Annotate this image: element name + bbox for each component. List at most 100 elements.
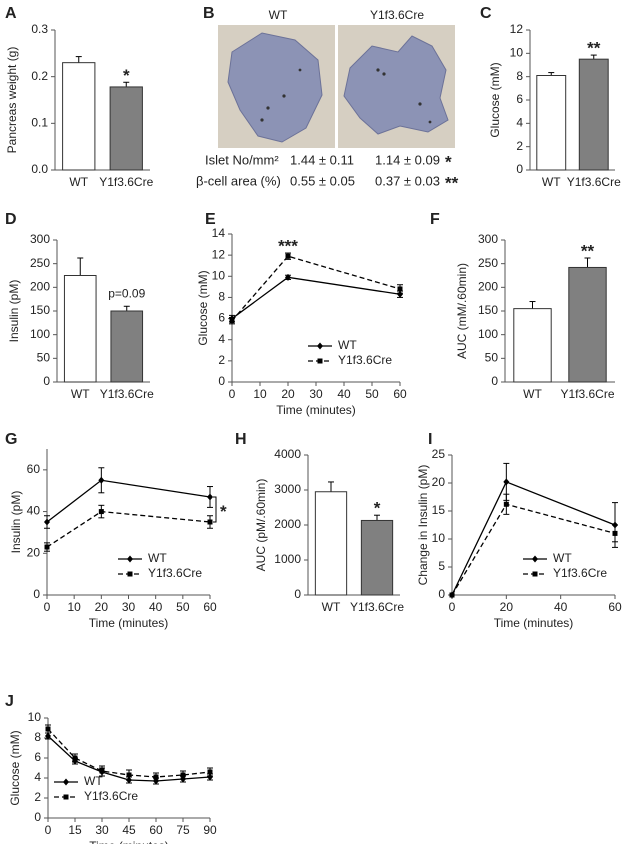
y-tick-label: 0 [294, 587, 301, 601]
marker [45, 726, 51, 732]
x-tick-label: Y1f3.6Cre [99, 175, 153, 189]
histology-image [218, 25, 335, 148]
x-tick-label: 10 [67, 600, 81, 614]
legend-marker [63, 794, 69, 800]
series-line [46, 510, 211, 548]
y-tick-label: 0 [34, 810, 41, 824]
y-tick-label: 100 [30, 327, 50, 341]
panel-label: C [480, 5, 492, 22]
marker [449, 592, 455, 598]
significance: * [445, 152, 452, 171]
cell: 1.14 ± 0.09 [375, 152, 440, 167]
marker [207, 769, 213, 775]
image-title: WT [269, 8, 288, 22]
bar [62, 62, 96, 171]
y-tick-label: 2 [34, 790, 41, 804]
y-axis-label: Pancreas weight (g) [5, 47, 19, 154]
bracket [213, 496, 217, 523]
panel-label: A [5, 5, 17, 22]
y-tick-label: 5 [438, 559, 445, 573]
legend-label: Y1f3.6Cre [148, 566, 202, 580]
marker [503, 501, 509, 507]
panel-label: E [205, 211, 216, 228]
legend-marker [532, 571, 538, 577]
x-tick-label: 40 [149, 600, 163, 614]
x-tick-label: 20 [95, 600, 109, 614]
bar [513, 308, 552, 383]
x-tick-label: WT [523, 387, 542, 401]
panel-label: F [430, 211, 440, 228]
marker [153, 774, 159, 780]
y-axis-label: Glucose (mM) [8, 730, 22, 805]
bar [109, 86, 143, 171]
series-line [231, 255, 401, 322]
y-tick-label: 250 [30, 256, 50, 270]
series-line [46, 479, 211, 523]
y-tick-label: 200 [478, 280, 498, 294]
marker [207, 493, 213, 501]
x-tick-label: WT [69, 175, 88, 189]
annotation: ** [587, 39, 601, 58]
marker [45, 732, 51, 740]
x-tick-label: 10 [253, 387, 267, 401]
x-tick-label: 50 [176, 600, 190, 614]
histology-image [338, 25, 455, 148]
marker [229, 318, 235, 324]
x-tick-label: 75 [176, 823, 190, 837]
series-line [231, 276, 401, 320]
x-tick-label: 40 [337, 387, 351, 401]
y-tick-label: 4 [516, 116, 523, 130]
x-tick-label: 0 [44, 600, 51, 614]
marker [98, 476, 105, 484]
y-tick-label: 50 [485, 351, 499, 365]
y-tick-label: 10 [432, 531, 446, 545]
row-label: β-cell area (%) [196, 173, 281, 188]
x-tick-label: Y1f3.6Cre [350, 600, 404, 614]
y-tick-label: 6 [34, 750, 41, 764]
y-tick-label: 4 [34, 770, 41, 784]
x-tick-label: 60 [393, 387, 407, 401]
y-tick-label: 4000 [274, 447, 301, 461]
y-tick-label: 150 [30, 303, 50, 317]
marker [99, 768, 105, 774]
marker [285, 253, 291, 259]
legend-marker [127, 555, 133, 563]
panel-label: I [428, 431, 432, 448]
y-tick-label: 3000 [274, 482, 301, 496]
y-tick-label: 2 [218, 353, 225, 367]
y-tick-label: 0 [33, 587, 40, 601]
legend-label: WT [553, 551, 572, 565]
y-tick-label: 6 [516, 92, 523, 106]
y-tick-label: 0 [491, 374, 498, 388]
y-axis-label: AUC (mM/.60min) [455, 263, 469, 359]
panel-label: H [235, 431, 247, 448]
y-tick-label: 8 [516, 69, 523, 83]
cell: 0.37 ± 0.03 [375, 173, 440, 188]
x-tick-label: 45 [122, 823, 136, 837]
legend-label: WT [338, 338, 357, 352]
legend-marker [532, 555, 538, 563]
x-tick-label: 20 [281, 387, 295, 401]
y-tick-label: 40 [27, 504, 41, 518]
x-axis-label: Time (minutes) [276, 403, 356, 417]
panel-label: G [5, 431, 17, 448]
x-tick-label: 90 [203, 823, 217, 837]
bar [110, 310, 144, 383]
legend-marker [127, 571, 133, 577]
x-tick-label: 15 [68, 823, 82, 837]
y-tick-label: 300 [30, 232, 50, 246]
y-tick-label: 8 [34, 730, 41, 744]
legend-label: Y1f3.6Cre [338, 353, 392, 367]
x-axis-label: Time (minutes) [494, 616, 574, 630]
x-tick-label: Y1f3.6Cre [100, 387, 154, 401]
marker [44, 518, 50, 526]
marker [397, 290, 403, 298]
row-label: Islet No/mm² [205, 152, 279, 167]
y-tick-label: 2 [516, 139, 523, 153]
y-axis-label: Insulin (pM) [9, 491, 23, 554]
x-axis-label: Time (minutes) [89, 616, 169, 630]
marker [44, 544, 50, 550]
x-tick-label: 30 [95, 823, 109, 837]
x-tick-label: WT [542, 175, 561, 189]
